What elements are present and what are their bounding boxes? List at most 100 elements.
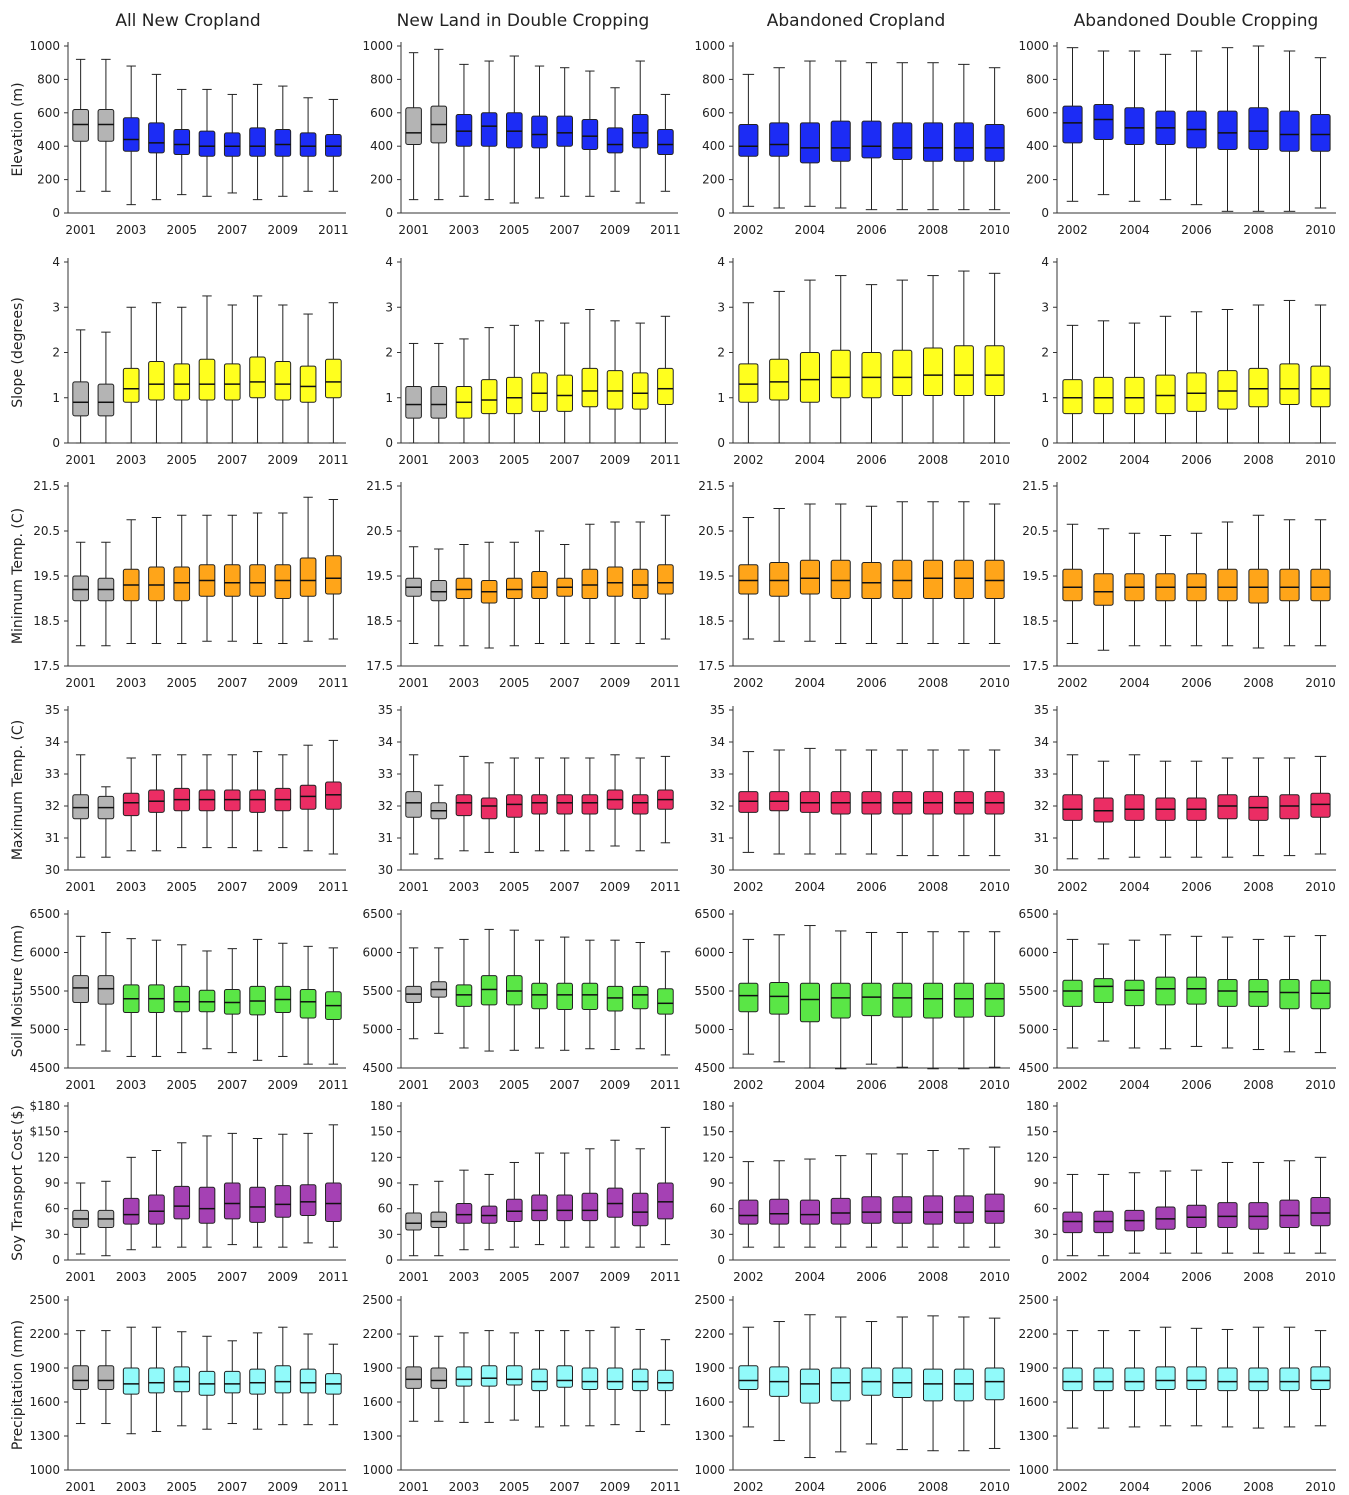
x-tick-label: 2009 (600, 880, 631, 894)
iqr-box (1093, 376, 1114, 415)
iqr-box (1310, 113, 1331, 152)
x-tick-label: 2007 (217, 223, 248, 237)
box-2005 (173, 944, 191, 1054)
iqr-box (223, 789, 241, 812)
box-2009 (953, 1148, 974, 1248)
box-2005 (173, 514, 191, 644)
box-2002 (430, 1180, 448, 1257)
y-tick-label: 2 (385, 346, 393, 360)
x-tick-label: 2008 (1243, 676, 1274, 690)
iqr-box (631, 985, 649, 1010)
y-tick-label: 1000 (1018, 39, 1049, 53)
box-2004 (148, 517, 165, 644)
iqr-box (953, 1195, 974, 1224)
x-tick-label: 2008 (1243, 1480, 1274, 1494)
iqr-box (984, 982, 1005, 1017)
x-tick-label: 2009 (268, 676, 299, 690)
x-tick-label: 2001 (398, 880, 429, 894)
iqr-box (274, 564, 292, 599)
x-tick-label: 2003 (449, 1480, 480, 1494)
box-2011 (657, 755, 674, 844)
x-tick-label: 2001 (65, 1270, 96, 1284)
panel-6-1: 1000 1300 1600 1900 2200 2500 2001 2003 2005 2007… (362, 1293, 680, 1494)
y-tick-label: 1600 (694, 1395, 725, 1409)
y-tick-label: 34 (1034, 735, 1049, 749)
panel-5-2: 0 30 60 90 120 150 180 2002 2004 2006 2008 2010 (702, 1099, 1010, 1284)
box-2003 (122, 938, 140, 1057)
y-tick-label: 150 (702, 1125, 725, 1139)
x-tick-label: 2001 (398, 1270, 429, 1284)
box-2003 (122, 519, 140, 644)
iqr-box (97, 975, 115, 1005)
box-2001 (405, 947, 422, 1040)
y-tick-label: 5000 (29, 1023, 60, 1037)
box-2001 (405, 1335, 422, 1422)
y-tick-label: 4 (52, 255, 60, 269)
x-tick-label: 2011 (318, 453, 349, 467)
y-tick-label: 1000 (29, 39, 60, 53)
iqr-box (1248, 367, 1269, 408)
y-tick-label: 30 (1034, 863, 1049, 877)
iqr-box (506, 1365, 523, 1386)
iqr-box (299, 557, 317, 597)
box-2002 (1062, 47, 1083, 202)
x-tick-label: 2009 (268, 880, 299, 894)
box-2009 (1279, 1326, 1300, 1428)
y-tick-label: 1 (385, 391, 393, 405)
x-tick-label: 2005 (499, 1078, 530, 1092)
box-2008 (1248, 45, 1269, 212)
iqr-box (1155, 374, 1176, 415)
box-2004 (480, 541, 498, 649)
box-2009 (953, 270, 974, 444)
x-tick-label: 2002 (1057, 223, 1088, 237)
iqr-box (506, 577, 523, 599)
iqr-box (198, 1186, 216, 1224)
box-2011 (325, 1343, 342, 1426)
x-tick-label: 2001 (65, 223, 96, 237)
x-tick-label: 2006 (1181, 1270, 1212, 1284)
iqr-box (299, 365, 317, 403)
box-2010 (984, 749, 1005, 857)
y-tick-label: 2200 (1018, 1327, 1049, 1341)
panel-3-1: 30 31 32 33 34 35 2001 2003 2005 2007 2009 2011 (378, 703, 681, 894)
box-2008 (1248, 757, 1269, 857)
y-tick-label: 0 (385, 436, 393, 450)
box-2009 (606, 1326, 624, 1426)
x-tick-label: 2011 (650, 676, 681, 690)
box-2008 (249, 295, 266, 444)
box-2007 (223, 1340, 241, 1425)
box-2008 (923, 275, 944, 444)
x-tick-label: 2010 (979, 676, 1010, 690)
box-2003 (769, 67, 790, 209)
y-tick-label: 5500 (362, 984, 393, 998)
box-2007 (892, 62, 913, 211)
iqr-box (799, 982, 820, 1023)
y-tick-label: 1300 (1018, 1429, 1049, 1443)
box-2001 (405, 52, 422, 201)
iqr-box (1217, 1367, 1238, 1392)
iqr-box (97, 383, 115, 417)
x-tick-label: 2004 (795, 1480, 826, 1494)
box-2005 (830, 60, 851, 209)
iqr-box (1062, 1211, 1083, 1234)
box-2003 (455, 63, 473, 197)
box-2005 (830, 749, 851, 855)
box-2008 (249, 751, 266, 852)
box-2010 (299, 1333, 317, 1426)
iqr-box (148, 566, 165, 602)
box-2011 (325, 739, 342, 855)
box-2004 (480, 1173, 498, 1251)
iqr-box (173, 566, 191, 602)
box-2005 (1155, 760, 1176, 858)
box-2007 (1217, 1328, 1238, 1428)
y-tick-label: 33 (1034, 767, 1049, 781)
box-2010 (299, 313, 317, 444)
box-2004 (480, 928, 498, 1052)
iqr-box (738, 123, 759, 157)
y-tick-label: 21.5 (366, 479, 393, 493)
box-2003 (769, 934, 790, 1063)
iqr-box (455, 113, 473, 147)
y-tick-label: 4 (1041, 255, 1049, 269)
box-2010 (1310, 1156, 1331, 1254)
iqr-box (325, 781, 342, 810)
